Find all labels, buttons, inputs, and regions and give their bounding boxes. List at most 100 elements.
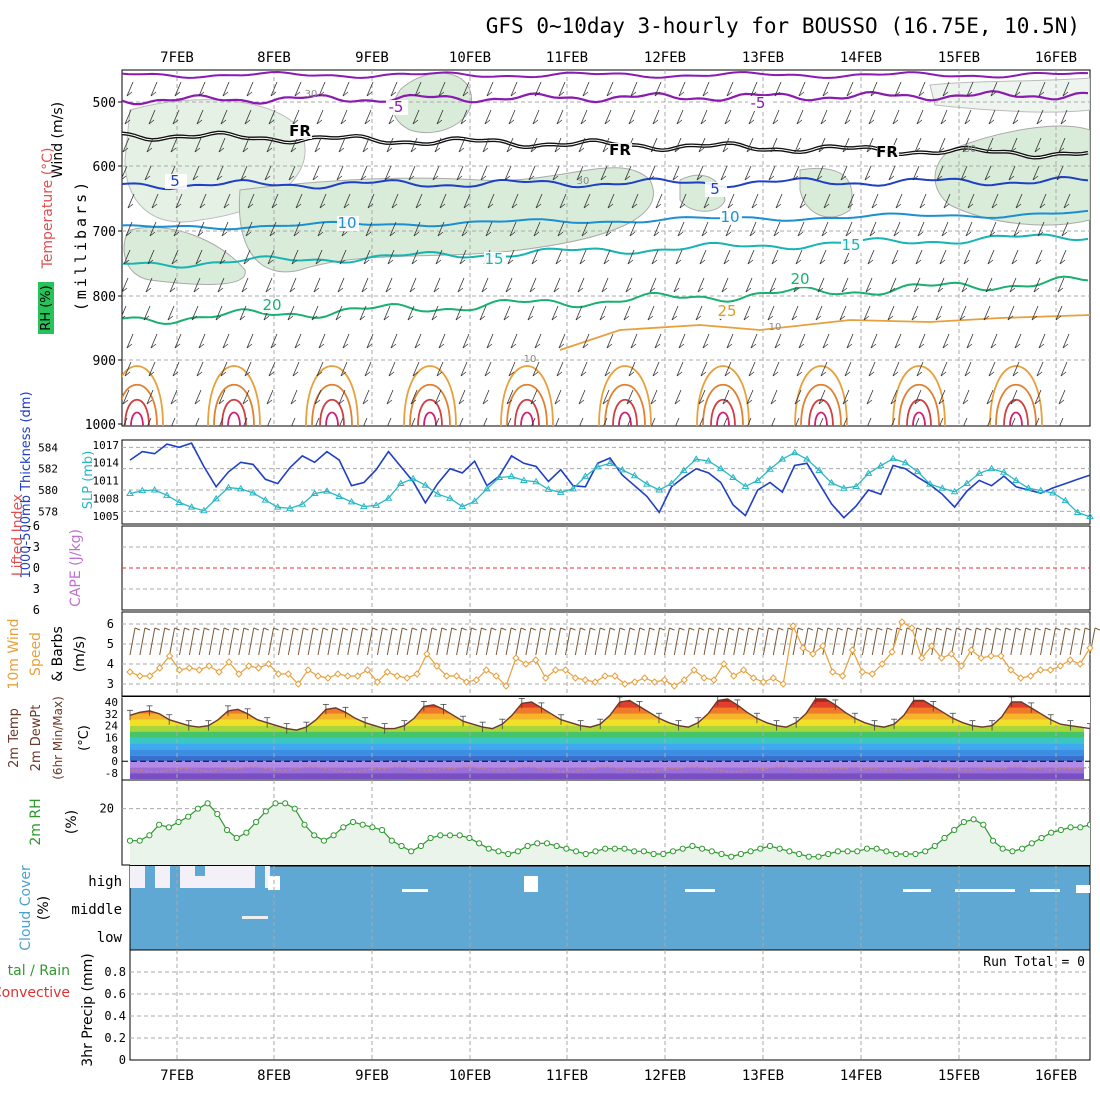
wind-barb-flag bbox=[1057, 287, 1064, 293]
wind-barb-flag bbox=[1012, 371, 1019, 377]
wind-barb bbox=[148, 361, 156, 377]
wind-barb-flag bbox=[1058, 147, 1065, 153]
wind-barb bbox=[410, 137, 418, 153]
wind10m-barb bbox=[386, 627, 393, 656]
diurnal-contour bbox=[122, 384, 158, 426]
wind-barb-flag bbox=[150, 91, 157, 97]
rh-point bbox=[611, 845, 618, 852]
wind10m-barb-flag bbox=[164, 627, 170, 631]
wind-barb bbox=[480, 165, 488, 181]
wind-point bbox=[502, 682, 510, 690]
wind-barb bbox=[291, 249, 299, 265]
wind10m-barb bbox=[475, 627, 482, 656]
rh-point bbox=[922, 848, 929, 855]
wind-barb bbox=[989, 221, 997, 237]
wind-point bbox=[987, 652, 995, 660]
wind-barb bbox=[486, 81, 494, 97]
wind10m-barb bbox=[456, 627, 463, 656]
wind-barb-flag bbox=[796, 119, 803, 125]
wind-barb-flag bbox=[602, 399, 609, 405]
wind-barb bbox=[795, 249, 803, 265]
wind10m-barb-flag bbox=[1035, 627, 1041, 631]
wind-barb bbox=[966, 333, 974, 349]
wind-barb bbox=[122, 305, 127, 317]
wind-barb bbox=[606, 333, 614, 349]
rh-point bbox=[359, 821, 366, 828]
wind-barb bbox=[244, 361, 252, 377]
wind-barb bbox=[146, 137, 154, 153]
wind10m-barb bbox=[950, 627, 957, 656]
wind-barb bbox=[889, 277, 897, 293]
wind-barb-flag bbox=[463, 203, 470, 209]
wind-point bbox=[918, 654, 926, 662]
wind-barb bbox=[867, 249, 875, 265]
wind-barb bbox=[338, 389, 346, 405]
label-bg bbox=[877, 145, 899, 160]
wind-barb-flag bbox=[1008, 175, 1015, 181]
label-bg bbox=[717, 304, 739, 319]
wind-barb-flag bbox=[743, 315, 750, 321]
wind10m-barb-flag bbox=[471, 627, 477, 631]
wind-barb-flag bbox=[960, 175, 967, 181]
wind-point bbox=[581, 676, 589, 684]
wind-barb bbox=[1062, 81, 1070, 97]
wind-barb bbox=[626, 389, 634, 405]
wind-point bbox=[888, 648, 896, 656]
wind-barb-flag bbox=[269, 231, 276, 237]
slp-point bbox=[618, 465, 627, 473]
rh-point bbox=[640, 848, 648, 855]
wind-barb bbox=[266, 389, 274, 405]
wind-barb-flag bbox=[266, 399, 273, 405]
wind-barb-flag bbox=[821, 231, 828, 237]
diurnal-contour bbox=[710, 398, 736, 426]
rh-point bbox=[805, 853, 812, 860]
wind-barb bbox=[845, 221, 853, 237]
wind-barb-flag bbox=[482, 147, 489, 153]
date-label-bottom: 13FEB bbox=[742, 1068, 784, 1084]
tick-label: 0.6 bbox=[104, 987, 126, 1001]
wind-barb-flag bbox=[318, 343, 325, 349]
wind-point bbox=[1066, 656, 1074, 664]
wind-barb bbox=[1056, 165, 1064, 181]
wind-barb-flag bbox=[1012, 119, 1019, 125]
wind-barb-flag bbox=[649, 287, 656, 293]
wind-barb-flag bbox=[218, 147, 225, 153]
date-label-bottom: 14FEB bbox=[840, 1068, 882, 1084]
date-label-top: 13FEB bbox=[742, 50, 784, 66]
wind-barb bbox=[508, 361, 516, 377]
wind-barb-flag bbox=[936, 175, 943, 181]
wind-barb-flag bbox=[264, 175, 271, 181]
wind-point bbox=[819, 642, 827, 650]
tick-label: 1014 bbox=[93, 457, 120, 470]
rh-point bbox=[844, 848, 851, 855]
wind-barb-flag bbox=[746, 399, 753, 405]
wind-barb-flag bbox=[386, 147, 393, 153]
wind-barb-flag bbox=[845, 231, 852, 237]
wind-barb-flag bbox=[672, 175, 679, 181]
slp-point bbox=[913, 467, 922, 475]
diurnal-contour bbox=[305, 365, 359, 426]
contour-label: 10 bbox=[524, 354, 537, 365]
wind-barb bbox=[582, 333, 590, 349]
wind-barb-flag bbox=[170, 147, 177, 153]
wind-barb bbox=[939, 249, 947, 265]
wind-barb bbox=[534, 333, 542, 349]
wind-barb-flag bbox=[390, 91, 397, 97]
wind-barb bbox=[1060, 361, 1068, 377]
wind10m-barb bbox=[317, 627, 324, 656]
rh-point bbox=[757, 845, 764, 852]
wind10m-barb-flag bbox=[204, 627, 210, 631]
wind-barb bbox=[339, 249, 347, 265]
wind-barb bbox=[384, 165, 392, 181]
wind-barb bbox=[266, 137, 274, 153]
slp-point bbox=[889, 454, 897, 462]
slp-point bbox=[187, 503, 196, 510]
date-label-top: 15FEB bbox=[938, 50, 980, 66]
wind-barb-flag bbox=[1063, 203, 1070, 209]
wind10m-barb bbox=[753, 627, 759, 656]
wind-barb bbox=[631, 193, 639, 209]
wind-barb-flag bbox=[985, 428, 990, 432]
wind-barb-flag bbox=[267, 259, 274, 265]
wind-barb-flag bbox=[892, 119, 899, 125]
wind-barb bbox=[799, 193, 807, 209]
